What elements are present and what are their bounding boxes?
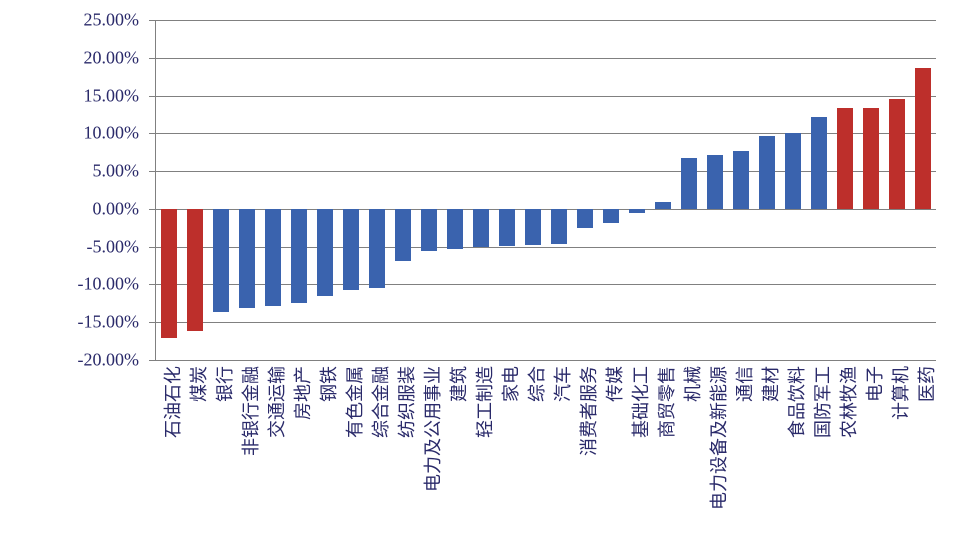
y-tick [149,96,155,97]
x-axis-label: 交通运输 [263,366,289,438]
bar [863,108,879,209]
bar [499,209,515,246]
gridline [156,20,936,21]
x-axis-label: 医药 [913,366,939,402]
bar [265,209,281,306]
bar [837,108,853,208]
x-axis-label: 电力及公用事业 [419,366,445,492]
x-axis-label: 钢铁 [315,366,341,402]
bar [317,209,333,296]
bar [473,209,489,248]
y-axis-label: 25.00% [0,10,139,31]
x-axis-label: 食品饮料 [783,366,809,438]
y-tick [149,247,155,248]
bar [161,209,177,338]
y-axis-label: -15.00% [0,312,139,333]
y-axis-label: 10.00% [0,123,139,144]
plot-area [155,20,936,361]
y-tick [149,133,155,134]
bar [759,136,775,209]
y-axis-label: -20.00% [0,350,139,371]
bar [395,209,411,261]
x-axis-label: 消费者服务 [575,366,601,456]
x-axis-label: 建材 [757,366,783,402]
x-axis-label: 电子 [861,366,887,402]
y-tick [149,20,155,21]
x-axis-label: 纺织服装 [393,366,419,438]
bar [447,209,463,249]
industry-bar-chart: -20.00% -15.00% -10.00% -5.00% 0.00% 5.00% 10.… [0,0,955,557]
bar [733,151,749,208]
x-axis-label: 家电 [497,366,523,402]
bar [343,209,359,291]
x-axis-label: 银行 [211,366,237,402]
bar [213,209,229,312]
x-axis-label: 建筑 [445,366,471,402]
x-axis-label: 机械 [679,366,705,402]
bar [915,68,931,209]
y-tick [149,58,155,59]
bar [655,202,671,209]
gridline [156,96,936,97]
gridline [156,322,936,323]
bar [785,133,801,209]
x-axis-label: 有色金属 [341,366,367,438]
bar [889,99,905,209]
x-axis-label: 电力设备及新能源 [705,366,731,510]
x-axis-label: 通信 [731,366,757,402]
x-axis-label: 煤炭 [185,366,211,402]
x-axis-label: 综合 [523,366,549,402]
x-axis-label: 综合金融 [367,366,393,438]
x-axis-label: 非银行金融 [237,366,263,456]
bar [291,209,307,303]
y-axis-label: 0.00% [0,198,139,219]
y-tick [149,171,155,172]
y-tick [149,360,155,361]
x-axis-label: 轻工制造 [471,366,497,438]
y-axis-label: 5.00% [0,161,139,182]
x-axis-label: 商贸零售 [653,366,679,438]
bar [187,209,203,331]
y-tick [149,322,155,323]
bar [811,117,827,209]
y-axis-label: 20.00% [0,47,139,68]
x-axis-label: 汽车 [549,366,575,402]
x-axis-label: 房地产 [289,366,315,420]
x-axis-label: 农林牧渔 [835,366,861,438]
bar [707,155,723,209]
bar [421,209,437,251]
x-axis-label: 传媒 [601,366,627,402]
y-axis-label: -5.00% [0,236,139,257]
x-axis-label: 计算机 [887,366,913,420]
x-axis-label: 基础化工 [627,366,653,438]
bar [525,209,541,245]
bar [369,209,385,288]
x-axis-label: 石油石化 [159,366,185,438]
y-axis-label: -10.00% [0,274,139,295]
y-tick [149,209,155,210]
x-axis-label: 国防军工 [809,366,835,438]
bar [551,209,567,244]
bar [603,209,619,223]
y-axis-label: 15.00% [0,85,139,106]
gridline [156,58,936,59]
bar [577,209,593,228]
bar [629,209,645,213]
bar [239,209,255,308]
y-tick [149,284,155,285]
gridline [156,360,936,361]
bar [681,158,697,209]
